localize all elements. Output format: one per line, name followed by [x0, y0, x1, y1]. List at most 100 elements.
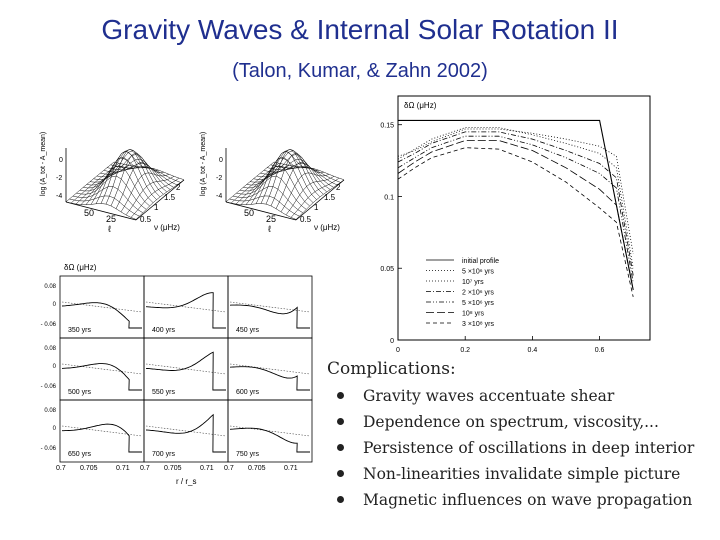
chart-xtick-label: 0.6	[595, 347, 605, 354]
mesh-line	[135, 179, 185, 220]
grid-ytick: 0.08	[44, 284, 56, 290]
surface-xtick-0: 50	[84, 208, 94, 218]
grid-profile-line	[62, 423, 142, 453]
grid-xtick: 0.71	[284, 465, 298, 472]
surface-ztick-1: -2	[216, 175, 222, 182]
grid-profile-line	[145, 292, 226, 329]
bullet-icon	[337, 496, 344, 503]
grid-profile-line	[229, 427, 310, 453]
surface-ztick-0: 0	[59, 157, 63, 164]
grid-ylabel: δΩ (μHz)	[64, 263, 97, 272]
grid-xtick: 0.7	[56, 465, 66, 472]
mesh-line	[263, 163, 334, 188]
surface-ylabel: ν (μHz)	[154, 223, 180, 232]
grid-reference-line	[61, 301, 143, 313]
surface-ztick-2: -4	[216, 193, 222, 200]
grid-panel-label: 700 yrs	[152, 451, 175, 458]
grid-reference-line	[145, 301, 227, 313]
grid-xtick: 0.7	[224, 465, 234, 472]
list-item-text: Gravity waves accentuate shear	[363, 387, 615, 405]
mesh-line	[260, 158, 331, 190]
chart-series-line	[397, 131, 634, 276]
legend-label: 10⁸ yrs	[462, 311, 485, 318]
grid-profile-line	[229, 304, 310, 329]
grid-reference-line	[145, 363, 227, 375]
mesh-line	[76, 175, 147, 210]
surface-ztick-0: 0	[219, 157, 223, 164]
chart-series-line	[397, 128, 634, 254]
grid-ytick: 0	[53, 364, 57, 370]
grid-profile-line	[229, 366, 310, 391]
mesh-line	[107, 166, 178, 186]
chart-xtick-label: 0	[396, 347, 400, 354]
mesh-line	[256, 154, 328, 193]
grid-xlabel: r / r_s	[176, 477, 196, 486]
list-item: Dependence on spectrum, viscosity,...	[327, 409, 717, 435]
mesh-line	[267, 166, 338, 186]
complications-heading: Complications:	[327, 359, 456, 379]
mesh-line	[290, 177, 340, 218]
grid-ytick: - 0.06	[41, 322, 57, 328]
mesh-line	[75, 164, 125, 205]
grid-profile-line	[61, 363, 142, 391]
grid-reference-line	[229, 301, 311, 313]
surface-ytick-3: 2	[336, 183, 341, 192]
rotation-profile-chart: δΩ (μHz) 0 0.2 0.4 0.6 0 0.05 0.1 0.15 initial …	[380, 95, 651, 354]
chart-ylabel: δΩ (μHz)	[404, 101, 437, 110]
surface-axes	[225, 148, 345, 221]
chart-xtick-label: 0.2	[460, 347, 470, 354]
bullet-icon	[337, 444, 344, 451]
mesh-line	[273, 161, 345, 180]
list-item: Persistence of oscillations in deep inte…	[327, 435, 717, 461]
chart-xtick-label: 0.4	[528, 347, 538, 354]
grid-panel-label: 600 yrs	[236, 389, 259, 396]
mesh-line	[69, 195, 140, 217]
surface-zlabel: log (A_tot - A_mean)	[40, 132, 47, 196]
grid-panel-label: 550 yrs	[152, 389, 175, 396]
chart-ticks: 0 0.2 0.4 0.6 0 0.05 0.1 0.15	[380, 123, 604, 354]
slide-subtitle: (Talon, Kumar, & Zahn 2002)	[232, 60, 488, 82]
grid-ytick: 0	[53, 426, 57, 432]
mesh-line	[103, 163, 174, 188]
grid-panel-label: 750 yrs	[236, 451, 259, 458]
surface-xtick-1: 25	[106, 214, 116, 224]
bullet-icon	[337, 418, 344, 425]
mesh-line	[105, 148, 155, 205]
grid-panel-label: 350 yrs	[68, 327, 91, 334]
mesh-line	[93, 150, 164, 195]
grid-xtick: 0.71	[116, 465, 130, 472]
chart-series-line	[397, 147, 634, 297]
surface-xlabel: ℓ	[268, 224, 272, 234]
mesh-line	[110, 164, 181, 183]
surface-axes	[65, 148, 185, 221]
surface-ytick-1: 1	[154, 203, 159, 212]
chart-ytick-label: 0.1	[384, 194, 394, 201]
surface-zlabel: log (A_tot - A_mean)	[200, 132, 207, 196]
surface-ytick-0: 0.5	[140, 215, 152, 224]
surface-plot-left: log (A_tot - A_mean) 0 -2 -4 50 25 ℓ 0.5…	[40, 132, 185, 234]
grid-ytick: 0	[53, 302, 57, 308]
mesh-line	[229, 195, 300, 217]
grid-panel-label: 400 yrs	[152, 327, 175, 334]
mesh-line	[89, 148, 161, 198]
mesh-line	[100, 158, 171, 190]
surface-ytick-3: 2	[176, 183, 181, 192]
complications-list: Gravity waves accentuate shear Dependenc…	[327, 383, 717, 513]
bullet-icon	[337, 470, 344, 477]
mesh-line	[130, 177, 180, 218]
chart-lines	[397, 119, 634, 297]
list-item: Non-linearities invalidate simple pictur…	[327, 461, 717, 487]
list-item-text: Non-linearities invalidate simple pictur…	[363, 465, 681, 483]
grid-panel-label: 650 yrs	[68, 451, 91, 458]
mesh-line	[120, 172, 170, 213]
grid-reference-line	[229, 363, 311, 375]
mesh-line	[113, 161, 185, 180]
surface-ytick-0: 0.5	[300, 215, 312, 224]
mesh-line	[285, 176, 335, 216]
bullet-icon	[337, 392, 344, 399]
mesh-line	[96, 154, 168, 193]
grid-panel-label: 500 yrs	[68, 389, 91, 396]
legend-label: 10⁷ yrs	[462, 279, 484, 286]
surface-xlabel: ℓ	[108, 224, 112, 234]
surface-plot-right: log (A_tot - A_mean) 0 -2 -4 50 25 ℓ 0.5…	[200, 132, 345, 234]
